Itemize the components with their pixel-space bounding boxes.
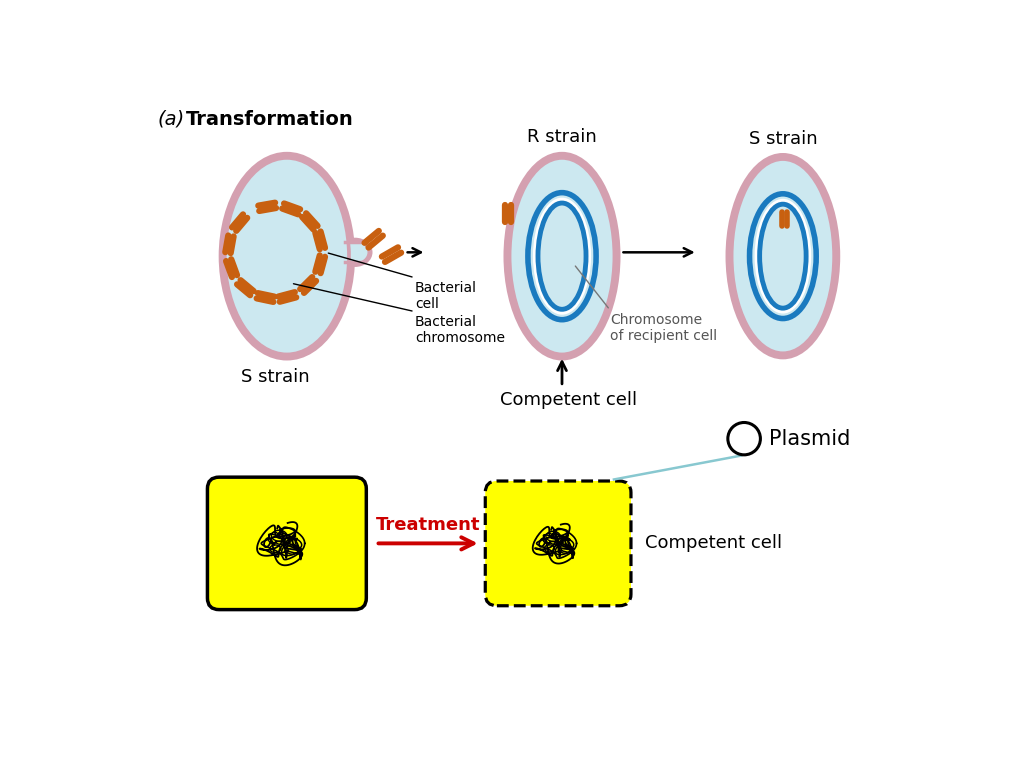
Circle shape (728, 422, 761, 455)
Text: Competent cell: Competent cell (500, 392, 637, 409)
Ellipse shape (504, 152, 621, 360)
Text: Bacterial
chromosome: Bacterial chromosome (415, 315, 505, 345)
Ellipse shape (225, 158, 349, 354)
FancyBboxPatch shape (208, 477, 367, 610)
Ellipse shape (755, 199, 811, 313)
Ellipse shape (726, 153, 841, 359)
Text: S strain: S strain (749, 130, 817, 147)
Ellipse shape (538, 203, 586, 310)
Text: Treatment: Treatment (376, 516, 480, 534)
Ellipse shape (760, 204, 806, 308)
Text: Competent cell: Competent cell (645, 535, 782, 552)
Ellipse shape (732, 159, 834, 353)
Ellipse shape (532, 197, 591, 315)
FancyBboxPatch shape (485, 481, 631, 606)
Ellipse shape (764, 209, 802, 303)
Ellipse shape (225, 158, 349, 354)
Ellipse shape (343, 243, 368, 263)
Ellipse shape (543, 207, 582, 305)
Text: Chromosome
of recipient cell: Chromosome of recipient cell (610, 313, 717, 343)
Text: (a): (a) (158, 110, 184, 129)
Text: R strain: R strain (527, 128, 597, 147)
Ellipse shape (219, 152, 355, 360)
Text: Bacterial
cell: Bacterial cell (415, 281, 477, 311)
Text: Plasmid: Plasmid (769, 429, 850, 449)
Text: Transformation: Transformation (186, 110, 354, 129)
Ellipse shape (338, 237, 373, 267)
Text: S strain: S strain (241, 368, 309, 386)
Ellipse shape (510, 158, 614, 354)
